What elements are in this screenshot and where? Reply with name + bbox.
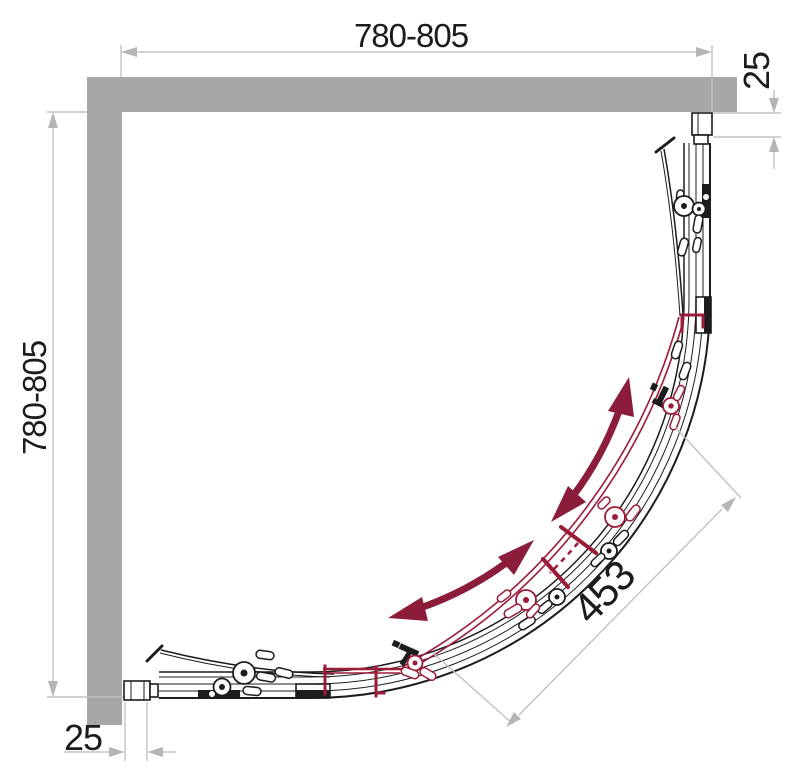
arrow-head-up-icon	[498, 540, 534, 575]
dim-arrow-right-icon	[109, 747, 125, 757]
arrow-head-up-icon	[608, 377, 634, 417]
dim-arrow-right-icon	[696, 47, 712, 57]
dim-arrow-diag-icon	[506, 712, 521, 727]
left-wall	[87, 77, 122, 725]
roller-cluster-top	[670, 189, 707, 381]
wall-profile-bottom-left	[123, 680, 159, 701]
dim-arrow-left-icon	[147, 747, 163, 757]
left-height-label: 780-805	[16, 341, 53, 455]
door-hanger-rod	[559, 525, 598, 555]
door-hanger-rod	[541, 557, 570, 589]
track-brackets	[198, 184, 712, 699]
dim-arrow-down-icon	[769, 98, 779, 113]
wall-profile-top-right	[691, 112, 713, 145]
roller-cluster-mid	[518, 529, 630, 631]
door-handle-dashes	[549, 542, 579, 574]
door-rollers-red	[400, 384, 686, 681]
arrow-head-down-icon	[551, 486, 586, 522]
top-right-offset-label: 25	[736, 52, 777, 90]
diagonal-label: 453	[563, 551, 643, 632]
dim-arrow-diag-icon	[721, 497, 736, 512]
bottom-left-offset-label: 25	[64, 717, 102, 758]
dim-arrow-up-icon	[769, 137, 779, 152]
panel-hook-icon	[145, 644, 164, 663]
roller-cluster-bottom	[212, 649, 294, 697]
dimension-top-right-offset: 25	[713, 52, 781, 169]
panel-hook-icon	[654, 136, 676, 154]
dimension-top-width: 780-805	[120, 17, 713, 113]
dimension-bottom-left-offset: 25	[64, 702, 176, 761]
fixed-panel-top-right	[654, 136, 684, 317]
curved-track	[159, 143, 711, 699]
door-guide	[374, 665, 386, 698]
dim-arrow-left-icon	[121, 47, 137, 57]
dimension-left-height: 780-805	[16, 111, 123, 698]
walls	[87, 77, 737, 725]
top-width-label: 780-805	[354, 17, 468, 54]
slide-direction-arrows	[388, 377, 634, 621]
sliding-door-red	[323, 313, 705, 698]
top-wall	[87, 77, 737, 112]
stopper-bracket-lower	[391, 639, 420, 667]
dim-arrow-down-icon	[48, 681, 58, 697]
dim-arrow-up-icon	[48, 112, 58, 128]
arrow-head-down-icon	[388, 597, 428, 621]
